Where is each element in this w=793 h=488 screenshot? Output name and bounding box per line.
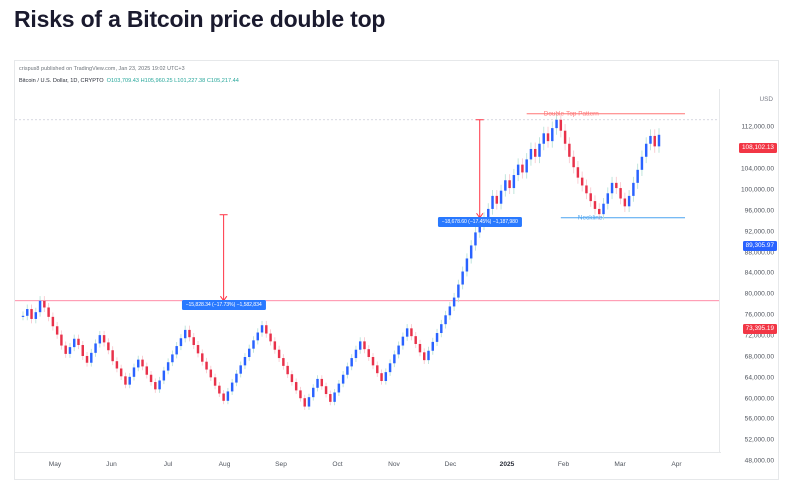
time-axis-tick: Apr	[671, 461, 682, 468]
price-axis-tick: 64,000.00	[744, 374, 774, 382]
time-axis-tick: Jun	[106, 461, 117, 468]
measure-upper-tooltip[interactable]: −18,678.60 (−17.45%) −1,187,980	[437, 216, 522, 227]
price-series-canvas	[15, 112, 721, 410]
time-axis-tick: Mar	[614, 461, 626, 468]
price-axis-tick: 60,000.00	[744, 395, 774, 403]
time-axis-tick: 2025	[499, 461, 515, 468]
chart-symbol-info: Bitcoin / U.S. Dollar, 1D, CRYPTO O103,70…	[19, 78, 239, 84]
price-axis-tick: 44,000.00	[745, 479, 774, 480]
price-axis-tick: 88,000.00	[744, 249, 774, 257]
chart-plot-area[interactable]: Double-Top Pattern Neckline −18,678.60 (−1…	[15, 89, 721, 454]
price-axis-tick: 72,000.00	[744, 332, 774, 340]
neckline-label: Neckline	[577, 214, 603, 222]
tradingview-chart-widget[interactable]: crispus8 published on TradingView.com, J…	[14, 60, 779, 480]
chart-attribution: crispus8 published on TradingView.com, J…	[19, 66, 185, 72]
neckline-price-badge[interactable]: 89,305.97	[742, 240, 777, 251]
page-title: Risks of a Bitcoin price double top	[14, 6, 386, 32]
time-axis[interactable]: May Jun Jul Aug Sep Oct Nov Dec 2025 Feb Mar Apr	[15, 452, 721, 479]
time-axis-tick: Oct	[332, 461, 343, 468]
symbol-label: Bitcoin / U.S. Dollar, 1D, CRYPTO	[19, 78, 104, 84]
price-axis-tick: 56,000.00	[744, 415, 774, 423]
price-axis-tick: 76,000.00	[744, 311, 774, 319]
price-axis-tick: 104,000.00	[740, 165, 774, 173]
price-axis-tick: 100,000.00	[740, 186, 774, 194]
time-axis-tick: Dec	[444, 461, 457, 468]
price-axis-tick: 84,000.00	[744, 269, 774, 277]
ohlc-values: O103,709.43 H105,960.25 L101,227.38 C105…	[106, 78, 239, 84]
last-price-badge[interactable]: 108,102.13	[739, 142, 777, 153]
price-axis-tick: 52,000.00	[744, 436, 774, 444]
time-axis-tick: Aug	[218, 461, 231, 468]
time-axis-tick: May	[48, 461, 62, 468]
price-axis-tick: 96,000.00	[744, 207, 774, 215]
double-top-pattern-label: Double-Top Pattern	[543, 110, 599, 118]
measure-lower-tooltip[interactable]: −15,828.34 (−17.73%) −1,582,834	[181, 299, 266, 310]
time-axis-tick: Sep	[275, 461, 287, 468]
price-axis[interactable]: USD112,000.00108,000.00104,000.00100,000…	[719, 89, 778, 480]
time-axis-tick: Jul	[163, 461, 173, 468]
price-axis-tick: 92,000.00	[744, 228, 774, 236]
price-axis-tick: 68,000.00	[744, 353, 774, 361]
price-axis-tick: 48,000.00	[744, 457, 774, 465]
price-axis-tick: 80,000.00	[744, 290, 774, 298]
support-price-badge[interactable]: 73,395.19	[742, 323, 777, 334]
price-axis-currency: USD	[759, 95, 774, 103]
time-axis-tick: Feb	[557, 461, 570, 468]
time-axis-tick: Nov	[388, 461, 400, 468]
price-axis-tick: 112,000.00	[741, 123, 774, 131]
